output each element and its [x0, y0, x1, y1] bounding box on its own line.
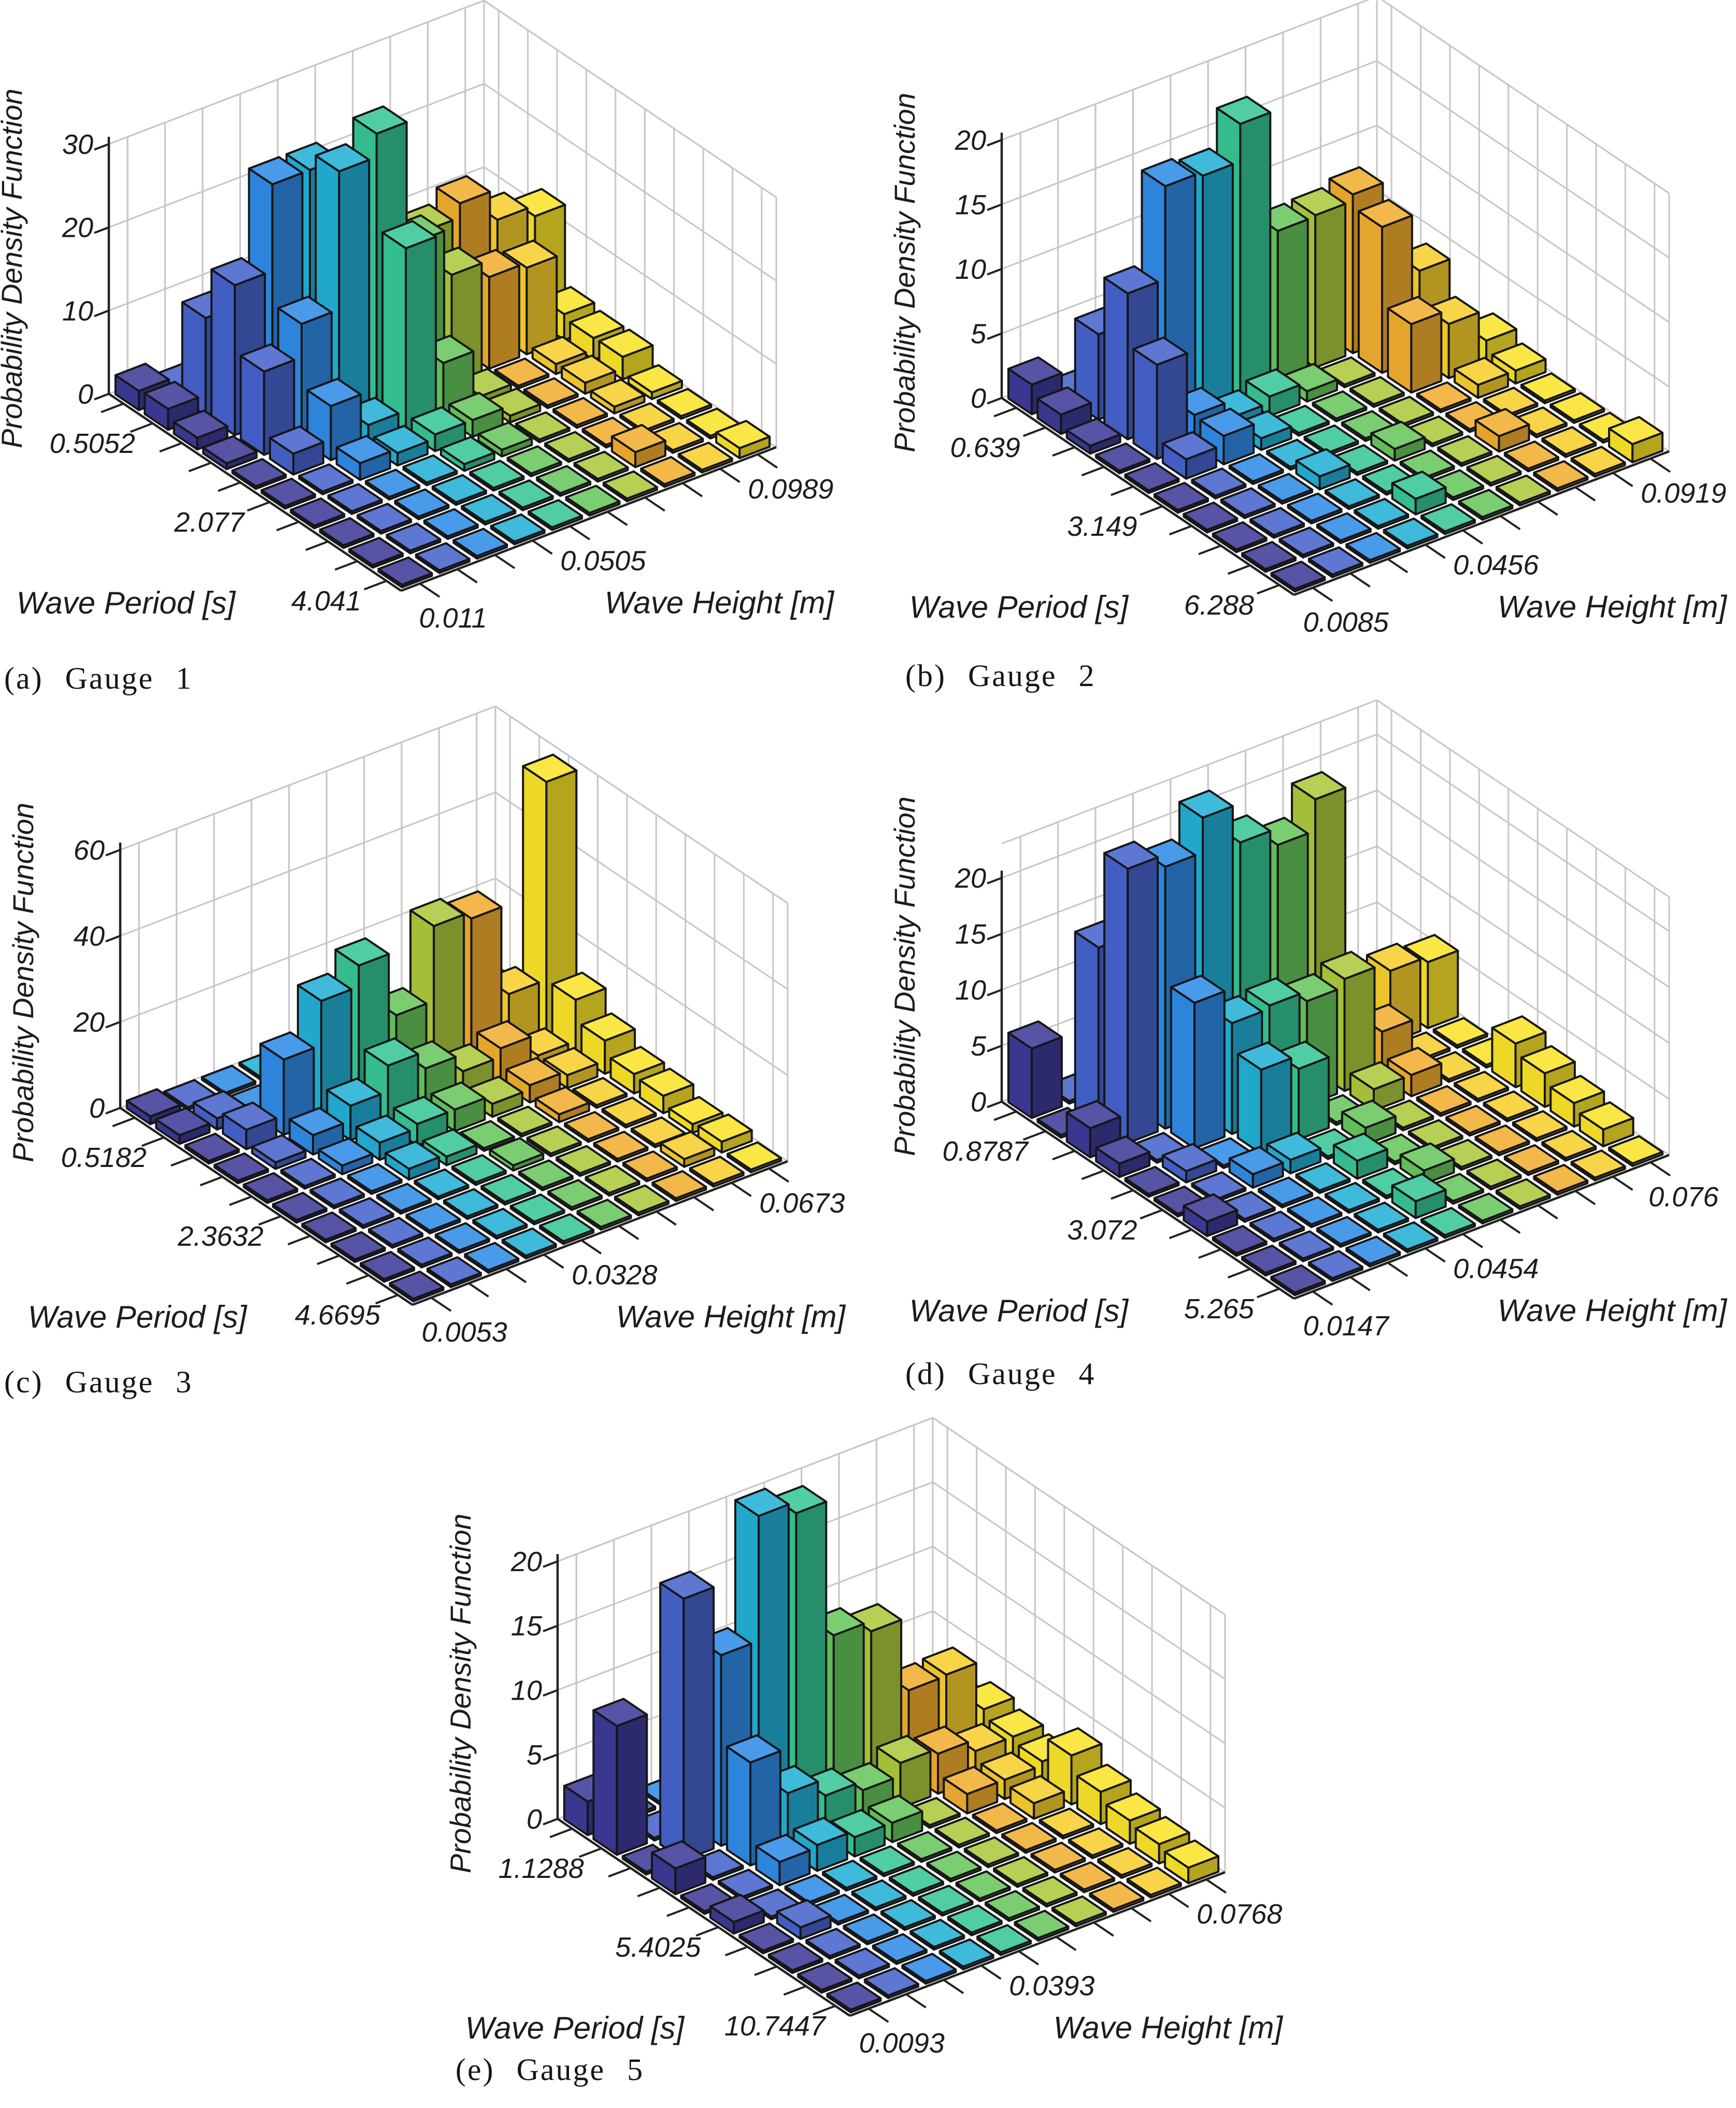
svg-text:Wave Height [m]: Wave Height [m]: [605, 586, 835, 620]
svg-text:Probability Density Function: Probability Density Function: [0, 89, 28, 448]
svg-text:(b) Gauge 2: (b) Gauge 2: [905, 659, 1096, 693]
svg-text:15: 15: [511, 1611, 543, 1642]
svg-text:0.0768: 0.0768: [1197, 1899, 1282, 1930]
svg-text:0.0505: 0.0505: [560, 545, 646, 576]
svg-text:1.1288: 1.1288: [499, 1853, 584, 1884]
svg-text:Wave Height [m]: Wave Height [m]: [1498, 1293, 1728, 1328]
svg-text:Wave Period [s]: Wave Period [s]: [909, 590, 1129, 624]
svg-text:0.0085: 0.0085: [1303, 607, 1389, 638]
svg-text:0: 0: [78, 379, 93, 410]
svg-text:40: 40: [74, 921, 105, 952]
svg-text:5.265: 5.265: [1184, 1293, 1255, 1324]
svg-text:5: 5: [971, 319, 987, 350]
svg-text:(c) Gauge 3: (c) Gauge 3: [4, 1365, 193, 1399]
svg-text:(d) Gauge 4: (d) Gauge 4: [905, 1357, 1096, 1391]
svg-text:60: 60: [74, 835, 105, 866]
svg-text:20: 20: [73, 1007, 105, 1038]
svg-text:0.076: 0.076: [1648, 1181, 1719, 1213]
svg-text:10: 10: [62, 295, 93, 326]
svg-text:0.0393: 0.0393: [1009, 1970, 1094, 2001]
svg-text:20: 20: [510, 1546, 542, 1577]
svg-text:5: 5: [527, 1740, 543, 1771]
svg-text:Wave Height [m]: Wave Height [m]: [1054, 2011, 1284, 2045]
svg-text:0.0328: 0.0328: [572, 1259, 657, 1290]
svg-text:Wave Period [s]: Wave Period [s]: [28, 1300, 248, 1334]
svg-text:Wave Height [m]: Wave Height [m]: [1498, 590, 1728, 624]
svg-text:0.639: 0.639: [950, 432, 1020, 463]
svg-text:10.7447: 10.7447: [724, 2011, 827, 2042]
svg-text:4.041: 4.041: [291, 586, 361, 617]
svg-text:2.3632: 2.3632: [177, 1221, 263, 1252]
svg-text:Wave Period [s]: Wave Period [s]: [17, 586, 236, 620]
svg-text:0.0989: 0.0989: [748, 474, 833, 505]
svg-text:Probability Density Function: Probability Density Function: [444, 1514, 477, 1873]
svg-text:Wave Height [m]: Wave Height [m]: [616, 1300, 846, 1334]
svg-text:0: 0: [971, 1087, 986, 1118]
svg-text:(e) Gauge 5: (e) Gauge 5: [456, 2053, 644, 2087]
svg-text:3.072: 3.072: [1067, 1215, 1137, 1246]
svg-text:10: 10: [955, 975, 986, 1006]
svg-text:20: 20: [62, 212, 93, 244]
svg-text:0.0454: 0.0454: [1453, 1253, 1539, 1284]
svg-text:0.0053: 0.0053: [422, 1317, 507, 1348]
svg-text:20: 20: [955, 125, 986, 156]
svg-text:10: 10: [511, 1675, 542, 1706]
svg-text:0.0456: 0.0456: [1453, 549, 1539, 580]
svg-text:0.0919: 0.0919: [1641, 478, 1726, 509]
svg-text:4.6695: 4.6695: [295, 1300, 381, 1331]
svg-text:20: 20: [955, 863, 986, 894]
svg-text:6.288: 6.288: [1184, 590, 1254, 621]
svg-text:5.4025: 5.4025: [615, 1932, 701, 1963]
svg-text:5: 5: [971, 1031, 987, 1062]
svg-text:Probability Density Function: Probability Density Function: [7, 803, 39, 1162]
svg-text:0.0093: 0.0093: [859, 2028, 945, 2059]
svg-text:0.0147: 0.0147: [1303, 1311, 1390, 1342]
svg-text:15: 15: [955, 919, 987, 950]
svg-text:30: 30: [62, 129, 93, 160]
svg-text:0: 0: [89, 1093, 105, 1124]
svg-text:Probability Density Function: Probability Density Function: [888, 93, 921, 452]
svg-text:2.077: 2.077: [174, 507, 245, 538]
svg-text:0.5182: 0.5182: [61, 1142, 147, 1173]
svg-text:15: 15: [955, 190, 987, 221]
svg-text:0.011: 0.011: [419, 603, 487, 634]
svg-text:0.5052: 0.5052: [50, 428, 135, 459]
svg-text:0: 0: [527, 1804, 542, 1835]
svg-text:Wave Period [s]: Wave Period [s]: [909, 1293, 1129, 1328]
svg-text:0.0673: 0.0673: [759, 1188, 845, 1219]
svg-text:Wave Period [s]: Wave Period [s]: [465, 2011, 685, 2045]
svg-text:0: 0: [971, 383, 986, 414]
svg-text:0.8787: 0.8787: [943, 1136, 1029, 1167]
svg-text:Probability Density Function: Probability Density Function: [888, 796, 921, 1156]
svg-text:10: 10: [955, 254, 986, 285]
svg-text:(a) Gauge 1: (a) Gauge 1: [4, 661, 193, 695]
svg-text:3.149: 3.149: [1067, 511, 1137, 542]
